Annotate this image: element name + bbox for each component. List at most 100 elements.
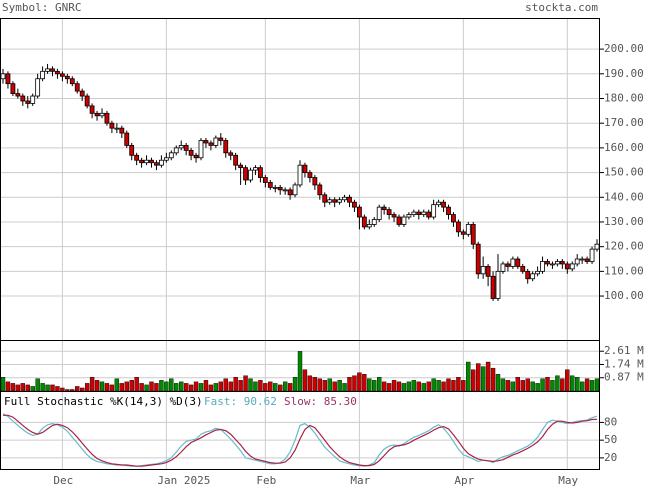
- candle-body: [337, 199, 343, 203]
- volume-bar: [431, 378, 436, 392]
- volume-bar: [159, 380, 164, 392]
- volume-bar: [401, 383, 407, 392]
- volume-bar: [411, 380, 417, 392]
- y-tick-label: 20: [604, 451, 617, 464]
- volume-bar: [396, 381, 402, 392]
- candle-body: [45, 68, 50, 72]
- volume-bar: [144, 384, 149, 392]
- candle-body: [35, 78, 41, 97]
- volume-bar: [139, 383, 144, 392]
- candle-body: [446, 206, 451, 215]
- candle-body: [307, 172, 313, 178]
- candle-body: [203, 140, 209, 144]
- volume-bar: [248, 378, 253, 392]
- volume-bar: [0, 377, 6, 392]
- candle-body: [257, 167, 263, 178]
- candle-body: [327, 199, 333, 203]
- candle-body: [149, 159, 154, 164]
- candle-body: [144, 159, 149, 164]
- volume-bar: [154, 383, 159, 392]
- candle-body: [421, 211, 427, 215]
- volume-bar: [302, 369, 308, 392]
- volume-bar: [451, 380, 456, 392]
- volume-bar: [575, 377, 580, 392]
- candle-body: [183, 145, 189, 151]
- candle-body: [386, 209, 392, 215]
- candle-body: [193, 154, 199, 159]
- candle-body: [79, 90, 85, 97]
- stoch-title: Full Stochastic %K(14,3) %D(3): [4, 395, 203, 408]
- candle-body: [436, 201, 442, 206]
- candle-body: [312, 177, 318, 186]
- volume-bar: [119, 383, 125, 392]
- volume-bar: [584, 378, 590, 392]
- volume-bar: [535, 383, 540, 392]
- volume-bar: [35, 378, 40, 392]
- volume-bar: [79, 387, 85, 392]
- candle-body: [317, 184, 323, 196]
- volume-bar: [307, 375, 313, 392]
- candle-body: [40, 70, 45, 80]
- candle-body: [540, 261, 545, 272]
- volume-bar: [337, 380, 342, 392]
- candle-body: [500, 263, 506, 272]
- candle-body: [589, 248, 595, 262]
- candle-body: [277, 186, 283, 191]
- volume-bar: [550, 380, 555, 392]
- volume-bar: [75, 386, 80, 392]
- volume-bar: [461, 380, 466, 392]
- candle-body: [441, 201, 446, 208]
- volume-bar: [223, 378, 228, 392]
- volume-bar: [65, 389, 70, 392]
- candle-body: [535, 270, 540, 275]
- y-tick-label: 180.00: [604, 92, 644, 105]
- stoch-frame: [0, 391, 600, 470]
- volume-bar: [233, 377, 238, 392]
- volume-bar: [594, 378, 600, 392]
- candle-body: [60, 73, 65, 77]
- volume-bar: [570, 375, 575, 392]
- volume-bar: [40, 383, 45, 392]
- volume-bar: [342, 383, 347, 392]
- candle-body: [455, 221, 461, 233]
- x-tick-label: Feb: [256, 474, 276, 486]
- volume-bar: [436, 380, 441, 392]
- candle-body: [134, 154, 140, 161]
- symbol: Symbol: GNRC: [2, 1, 81, 14]
- candle-body: [465, 224, 471, 235]
- volume-bar: [292, 377, 298, 392]
- y-tick-label: 110.00: [604, 264, 644, 277]
- candle-body: [426, 211, 432, 218]
- candle-body: [460, 231, 466, 235]
- volume-bar: [114, 378, 120, 392]
- volume-bar: [109, 384, 115, 392]
- volume-bar: [55, 386, 60, 392]
- volume-bar: [362, 374, 367, 392]
- candle-body: [525, 270, 531, 280]
- candle-body: [480, 266, 486, 275]
- candle-body: [287, 189, 293, 196]
- candle-body: [243, 167, 248, 181]
- candle-body: [490, 275, 496, 299]
- y-tick-label: 170.00: [604, 116, 644, 129]
- candle-body: [233, 154, 239, 166]
- volume-bar: [446, 378, 451, 392]
- candle-body: [0, 73, 6, 80]
- x-tick-label: Apr: [454, 474, 474, 486]
- volume-bar: [243, 375, 248, 392]
- volume-bar: [5, 381, 11, 392]
- candle-body: [248, 169, 253, 181]
- volume-bar: [218, 381, 224, 392]
- volume-bar: [495, 374, 501, 392]
- y-tick-label: 120.00: [604, 240, 644, 253]
- volume-bar: [94, 380, 100, 392]
- volume-bar: [510, 381, 516, 392]
- candle-body: [569, 263, 575, 270]
- volume-bar: [178, 381, 184, 392]
- candle-body: [347, 196, 352, 203]
- volume-bar: [213, 383, 219, 392]
- candle-body: [559, 261, 565, 265]
- volume-bar: [589, 380, 595, 392]
- candle-body: [292, 184, 298, 196]
